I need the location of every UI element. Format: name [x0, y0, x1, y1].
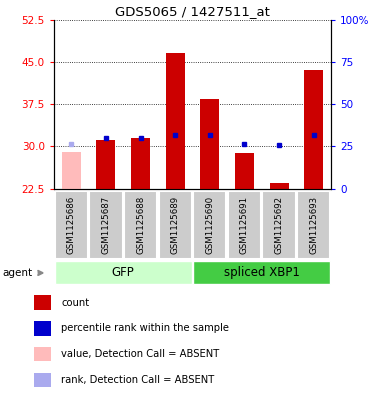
- Bar: [235, 153, 254, 189]
- FancyBboxPatch shape: [193, 261, 330, 285]
- Text: value, Detection Call = ABSENT: value, Detection Call = ABSENT: [61, 349, 219, 359]
- Bar: [96, 140, 116, 189]
- Text: agent: agent: [3, 268, 42, 278]
- FancyBboxPatch shape: [55, 191, 88, 259]
- Text: GSM1125687: GSM1125687: [101, 196, 110, 254]
- Text: GSM1125691: GSM1125691: [240, 196, 249, 254]
- FancyBboxPatch shape: [228, 191, 261, 259]
- Bar: [34, 347, 51, 361]
- Text: GSM1125686: GSM1125686: [67, 196, 76, 254]
- Bar: [62, 152, 81, 189]
- Bar: [304, 70, 323, 189]
- Text: GFP: GFP: [112, 266, 135, 279]
- Text: count: count: [61, 298, 89, 308]
- Text: GSM1125688: GSM1125688: [136, 196, 145, 254]
- FancyBboxPatch shape: [297, 191, 330, 259]
- FancyBboxPatch shape: [193, 191, 226, 259]
- Text: spliced XBP1: spliced XBP1: [224, 266, 300, 279]
- FancyBboxPatch shape: [159, 191, 192, 259]
- Title: GDS5065 / 1427511_at: GDS5065 / 1427511_at: [115, 6, 270, 18]
- Text: GSM1125690: GSM1125690: [205, 196, 214, 254]
- FancyBboxPatch shape: [124, 191, 157, 259]
- Bar: [34, 321, 51, 336]
- Bar: [270, 183, 289, 189]
- Text: GSM1125693: GSM1125693: [309, 196, 318, 254]
- FancyBboxPatch shape: [89, 191, 122, 259]
- FancyBboxPatch shape: [263, 191, 296, 259]
- Bar: [131, 138, 150, 189]
- Text: percentile rank within the sample: percentile rank within the sample: [61, 323, 229, 333]
- Text: GSM1125689: GSM1125689: [171, 196, 180, 254]
- Bar: [34, 373, 51, 387]
- Bar: [166, 53, 185, 189]
- Bar: [34, 296, 51, 310]
- Text: GSM1125692: GSM1125692: [275, 196, 284, 254]
- Text: rank, Detection Call = ABSENT: rank, Detection Call = ABSENT: [61, 375, 214, 385]
- FancyBboxPatch shape: [55, 261, 192, 285]
- Bar: [200, 99, 219, 189]
